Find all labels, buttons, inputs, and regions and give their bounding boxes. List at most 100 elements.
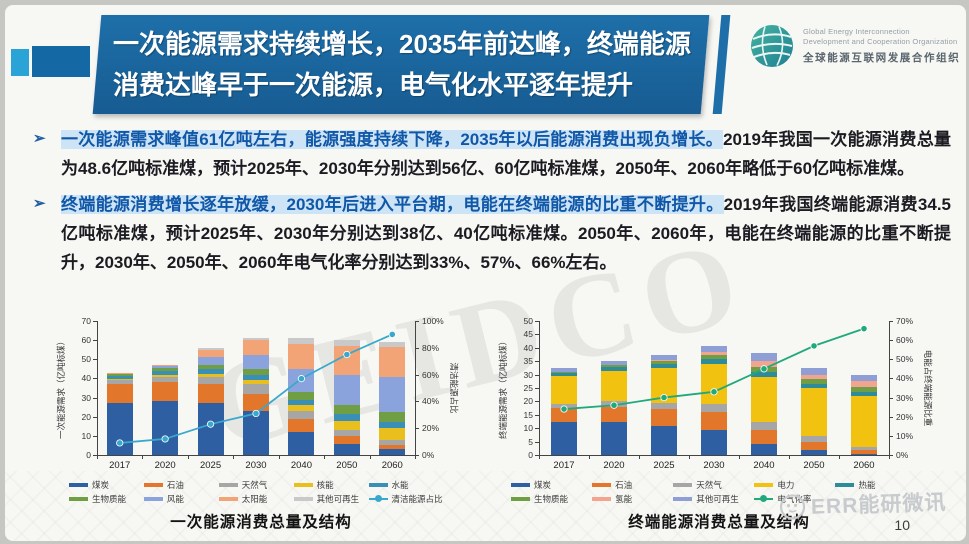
y-tick-label: 10 xyxy=(523,423,533,434)
bar-segment-石油 xyxy=(801,441,827,450)
bar-segment-电力 xyxy=(551,375,577,405)
y2-tick-label: 100% xyxy=(422,316,444,326)
legend-color-swatch xyxy=(69,483,88,487)
legend-label: 水能 xyxy=(391,480,409,490)
legend-line-swatch xyxy=(368,495,388,503)
bar-segment-石油 xyxy=(243,393,269,411)
bar-segment-太阳能 xyxy=(152,365,179,367)
bullet-2-highlight: 终端能源消费增长逐年放缓，2030年后进入平台期，电能在终端能源的比重不断提升。 xyxy=(61,195,724,214)
y-tick-label: 0 xyxy=(86,450,91,460)
legend-label: 其他可再生 xyxy=(316,494,360,504)
x-tick-mark xyxy=(324,455,326,459)
bar-segment-生物质能 xyxy=(333,405,360,414)
bar-segment-生物质能 xyxy=(197,365,224,369)
primary-energy-chart-legend: 煤炭 石油 天然气 核能 水能 生物质能 风能 太阳能 其他可再生 清洁能源占比 xyxy=(51,478,471,506)
bar-segment-核能 xyxy=(197,373,224,377)
legend-color-swatch xyxy=(368,483,388,487)
legend-item-天然气: 天然气 xyxy=(218,479,294,491)
x-axis-label: 2050 xyxy=(336,460,358,471)
y2-tick-mark xyxy=(889,435,893,437)
legend-label: 清洁能源占比 xyxy=(391,494,443,504)
bullet-arrow-icon: ➢ xyxy=(33,130,46,147)
bar-segment-煤炭 xyxy=(701,429,727,455)
y-tick-mark xyxy=(535,388,539,389)
bar-segment-天然气 xyxy=(551,404,577,409)
bar-segment-其他可再生 xyxy=(379,342,406,347)
y-tick-mark xyxy=(535,428,539,430)
bar-segment-太阳能 xyxy=(379,346,406,378)
bar-segment-石油 xyxy=(851,449,877,454)
y2-tick-label: 60% xyxy=(896,335,914,346)
x-tick-mark xyxy=(589,455,590,459)
primary-energy-chart-caption: 一次能源消费总量及结构 xyxy=(170,514,352,531)
bar-segment-氢能 xyxy=(701,351,727,355)
legend-item-清洁能源占比: 清洁能源占比 xyxy=(368,493,444,505)
legend-label: 石油 xyxy=(166,480,184,490)
bar-segment-热能 xyxy=(851,392,877,397)
x-axis-label: 2025 xyxy=(199,460,222,471)
legend-label: 石油 xyxy=(615,480,633,490)
bar-segment-风能 xyxy=(152,366,179,368)
org-name-en-line2: Development and Cooperation Organization xyxy=(803,37,958,46)
legend-item-其他可再生: 其他可再生 xyxy=(293,493,369,505)
y2-tick-label: 80% xyxy=(422,342,440,353)
bar-segment-氢能 xyxy=(651,359,677,362)
bar-segment-生物质能 xyxy=(851,386,877,393)
bar-segment-天然气 xyxy=(106,380,133,385)
slide: GEIDCO 一次能源需求持续增长，2035年前达峰，终端能源 消费达峰早于一次… xyxy=(5,5,966,541)
x-tick-mark xyxy=(539,455,540,459)
bullet-item-1: ➢ 一次能源需求峰值61亿吨左右，能源强度持续下降，2035年以后能源消费出现负… xyxy=(33,125,951,183)
bar-segment-风能 xyxy=(379,377,406,412)
bullet-1-highlight: 一次能源需求峰值61亿吨左右，能源强度持续下降，2035年以后能源消费出现负增长… xyxy=(61,130,724,149)
legend-item-氢能: 氢能 xyxy=(592,493,673,505)
primary-energy-chart-canvas: 0 10 20 30 40 50 60 70 0% 20% 40% 60% 80% 100% 一次能源需求（… xyxy=(51,315,471,473)
y2-tick-mark xyxy=(889,321,893,322)
bar-segment-煤炭 xyxy=(333,443,360,455)
y-tick-label: 40 xyxy=(523,342,533,353)
bar-segment-核能 xyxy=(333,420,360,431)
title-banner: 一次能源需求持续增长，2035年前达峰，终端能源 消费达峰早于一次能源，电气化水… xyxy=(92,15,710,114)
bar-segment-氢能 xyxy=(851,381,877,387)
y2-tick-label: 70% xyxy=(896,316,914,326)
bar-segment-石油 xyxy=(751,429,777,445)
x-tick-mark xyxy=(839,455,840,459)
y-tick-mark xyxy=(93,321,97,322)
bar-segment-煤炭 xyxy=(751,444,777,455)
bar-segment-煤炭 xyxy=(288,432,315,455)
bar-segment-其他可再生 xyxy=(701,346,727,352)
y-tick-mark xyxy=(535,321,539,322)
bar-segment-风能 xyxy=(288,368,315,392)
bar-segment-热能 xyxy=(601,366,627,371)
bullet-list: ➢ 一次能源需求峰值61亿吨左右，能源强度持续下降，2035年以后能源消费出现负… xyxy=(33,125,951,284)
legend-color-swatch xyxy=(511,497,530,501)
x-tick-mark xyxy=(415,455,416,459)
y2-tick-mark xyxy=(415,401,419,403)
y2-tick-label: 0% xyxy=(896,450,909,460)
bullet-text-2: 终端能源消费增长逐年放缓，2030年后进入平台期，电能在终端能源的比重不断提升。… xyxy=(61,190,951,277)
y-tick-label: 20 xyxy=(81,411,91,422)
legend-label: 生物质能 xyxy=(92,494,127,504)
legend-color-swatch xyxy=(592,483,612,487)
legend-item-生物质能: 生物质能 xyxy=(69,493,144,505)
primary-energy-chart: 0 10 20 30 40 50 60 70 0% 20% 40% 60% 80% 100% 一次能源需求（… xyxy=(51,315,471,532)
bar-segment-石油 xyxy=(701,412,727,430)
y-tick-mark xyxy=(535,334,539,336)
x-tick-mark xyxy=(97,455,98,459)
bar-segment-核能 xyxy=(243,380,269,385)
bar-segment-水能 xyxy=(288,399,315,406)
x-tick-mark xyxy=(187,455,189,459)
bar-segment-生物质能 xyxy=(379,411,406,422)
legend-item-石油: 石油 xyxy=(592,479,673,491)
y-axis-title: 终端能源需求（亿吨标煤） xyxy=(498,337,508,440)
bar-segment-煤炭 xyxy=(379,449,406,455)
legend-label: 风能 xyxy=(166,494,184,504)
bullet-arrow-icon: ➢ xyxy=(33,195,46,212)
x-axis-line xyxy=(97,455,415,457)
y2-tick-mark xyxy=(889,397,893,399)
bar-segment-电力 xyxy=(651,367,677,403)
y2-tick-label: 50% xyxy=(896,354,914,365)
bar-segment-天然气 xyxy=(243,384,269,394)
y-tick-mark xyxy=(93,340,97,342)
y2-tick-mark xyxy=(415,428,419,430)
legend-item-煤炭: 煤炭 xyxy=(69,479,144,491)
